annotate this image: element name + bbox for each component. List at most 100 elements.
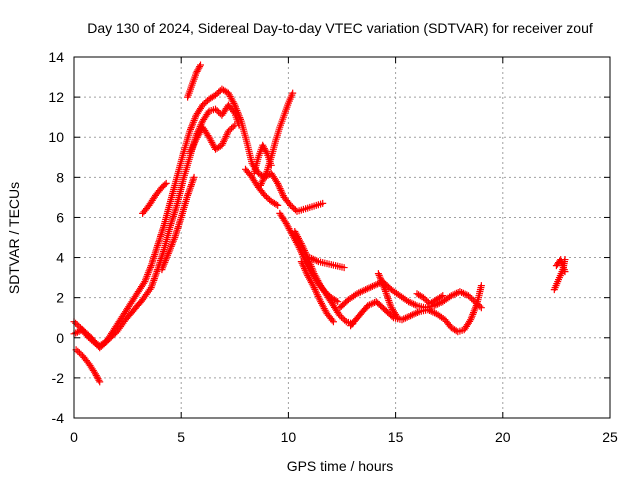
data-point [230, 108, 237, 116]
series-track-o [336, 278, 485, 312]
data-point [341, 316, 349, 324]
series-track-d [139, 179, 170, 217]
data-point [465, 292, 472, 300]
data-point [274, 179, 282, 187]
data-point [194, 66, 202, 74]
data-point [315, 294, 323, 302]
data-point [394, 314, 402, 322]
data-point [291, 206, 299, 214]
y-tick-label: 12 [48, 89, 64, 105]
data-point [191, 139, 199, 147]
data-point [338, 313, 345, 321]
data-point [472, 303, 480, 311]
data-point [353, 290, 361, 298]
data-point [467, 314, 475, 322]
x-axis-label: GPS time / hours [287, 458, 394, 474]
data-point [437, 293, 445, 301]
x-tick-label: 15 [388, 429, 404, 445]
series-track-r [413, 290, 447, 308]
data-point [162, 179, 170, 187]
plot-frame [73, 56, 611, 419]
data-point [332, 297, 340, 305]
series-track-b [72, 346, 104, 386]
data-point [212, 91, 219, 99]
data-point [301, 248, 309, 256]
data-point [189, 142, 197, 150]
y-tick-label: -2 [52, 370, 65, 386]
y-tick-label: -4 [52, 410, 65, 426]
data-point [313, 257, 321, 265]
data-point [74, 347, 82, 355]
data-point [329, 318, 337, 326]
data-point [221, 134, 229, 142]
series-track-c [70, 101, 243, 352]
data-point [461, 290, 469, 298]
data-point [360, 286, 368, 294]
data-point [410, 300, 418, 308]
data-point [192, 69, 200, 77]
data-point [298, 241, 306, 249]
data-point [308, 254, 316, 262]
series-track-e [184, 61, 204, 101]
data-point [453, 289, 460, 297]
data-point [195, 64, 203, 72]
data-point [414, 309, 421, 316]
data-point [267, 161, 275, 169]
data-point [93, 373, 101, 381]
x-tick-label: 25 [602, 429, 618, 445]
data-point [73, 321, 81, 329]
data-point [411, 301, 419, 309]
data-point [264, 194, 272, 202]
y-tick-label: 8 [56, 169, 64, 185]
data-point [187, 148, 195, 155]
data-point [406, 299, 414, 306]
data-point [427, 307, 435, 315]
data-point [408, 299, 416, 307]
data-point [459, 289, 467, 297]
data-point [169, 239, 177, 247]
axis-ticks: 0 5 10 15 20 25 -4 -2 0 2 4 6 8 10 12 14 [48, 49, 618, 445]
data-point [449, 291, 457, 299]
data-point [367, 283, 375, 291]
series-track-l [291, 228, 357, 328]
data-point [311, 285, 319, 293]
x-tick-label: 0 [70, 429, 78, 445]
data-point [226, 126, 234, 134]
data-point [311, 256, 319, 264]
data-point [439, 292, 447, 300]
data-point [199, 101, 207, 109]
data-point [260, 143, 267, 151]
data-point [355, 289, 363, 297]
data-point [340, 264, 348, 272]
data-point [466, 293, 474, 301]
data-point [146, 265, 154, 273]
data-point [75, 349, 83, 357]
data-point [468, 295, 476, 303]
data-point [308, 264, 316, 272]
data-point [94, 375, 102, 383]
data-point [364, 302, 372, 310]
series-track-i [257, 89, 297, 189]
data-point [262, 148, 270, 156]
data-point [408, 311, 416, 319]
grid-lines [74, 57, 610, 418]
data-point [424, 306, 432, 314]
data-point [262, 193, 270, 201]
series-track-q [374, 270, 402, 322]
data-point [218, 141, 226, 149]
data-point [187, 124, 195, 132]
data-points [70, 61, 569, 386]
data-point [313, 291, 321, 299]
data-point [212, 105, 219, 113]
data-point [190, 173, 198, 181]
x-tick-label: 20 [495, 429, 511, 445]
y-tick-label: 10 [48, 129, 64, 145]
data-point [303, 270, 311, 278]
data-point [290, 204, 298, 212]
data-point [367, 300, 375, 308]
data-point [299, 261, 307, 269]
data-point [380, 284, 388, 292]
data-point [196, 63, 204, 71]
y-tick-label: 2 [56, 290, 64, 306]
